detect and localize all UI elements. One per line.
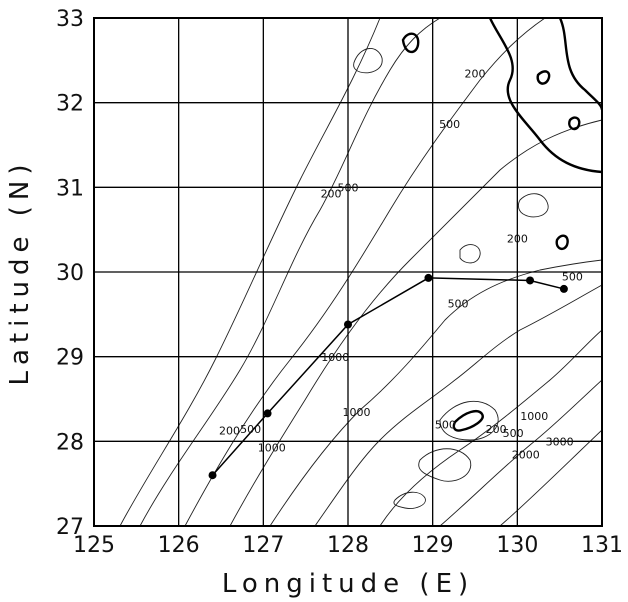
y-tick-label: 29 <box>56 346 84 371</box>
contour-label: 200 <box>507 232 528 245</box>
contour-label: 500 <box>240 423 261 436</box>
contour-label: 1000 <box>321 351 349 364</box>
station-point <box>424 273 433 282</box>
contour-label: 500 <box>562 270 583 283</box>
contour-label: 500 <box>338 182 359 195</box>
x-tick-label: 128 <box>327 533 369 558</box>
x-tick-label: 125 <box>73 533 115 558</box>
contour-label: 500 <box>435 419 456 432</box>
contour-label: 200 <box>486 423 507 436</box>
station-point <box>526 276 535 285</box>
x-tick-label: 127 <box>242 533 284 558</box>
x-axis-title: Longitude (E) <box>222 569 474 599</box>
y-axis-title: Latitude (N) <box>5 158 35 385</box>
contour-label: 500 <box>439 118 460 131</box>
contour-label: 1000 <box>342 406 370 419</box>
y-tick-label: 28 <box>56 430 84 455</box>
contour-label: 2000 <box>512 448 540 461</box>
y-tick-label: 27 <box>56 515 84 540</box>
x-tick-labels: 125 126 127 128 129 130 131 <box>73 533 623 558</box>
contour-label: 500 <box>448 298 469 311</box>
contour-label: 200 <box>465 67 486 80</box>
track-line <box>211 277 565 476</box>
station-track <box>208 273 568 480</box>
contour-label: 3000 <box>546 436 574 449</box>
y-tick-label: 32 <box>56 92 84 117</box>
x-tick-label: 130 <box>496 533 538 558</box>
station-point <box>344 320 352 329</box>
contour-label: 200 <box>219 425 240 438</box>
contour-label: 1000 <box>520 410 548 423</box>
station-point <box>208 471 217 480</box>
y-tick-label: 33 <box>56 7 84 32</box>
plot-frame <box>93 17 603 527</box>
y-tick-label: 30 <box>56 261 84 286</box>
x-tick-label: 126 <box>158 533 200 558</box>
contour-label: 1000 <box>258 441 286 454</box>
x-tick-label: 131 <box>581 533 623 558</box>
y-tick-label: 31 <box>56 176 84 201</box>
y-tick-labels: 27 28 29 30 31 32 33 <box>56 7 84 540</box>
x-tick-label: 129 <box>412 533 454 558</box>
contour-label: 500 <box>503 427 524 440</box>
station-point <box>559 284 568 293</box>
station-point <box>263 409 272 418</box>
contour-label: 200 <box>321 187 342 200</box>
